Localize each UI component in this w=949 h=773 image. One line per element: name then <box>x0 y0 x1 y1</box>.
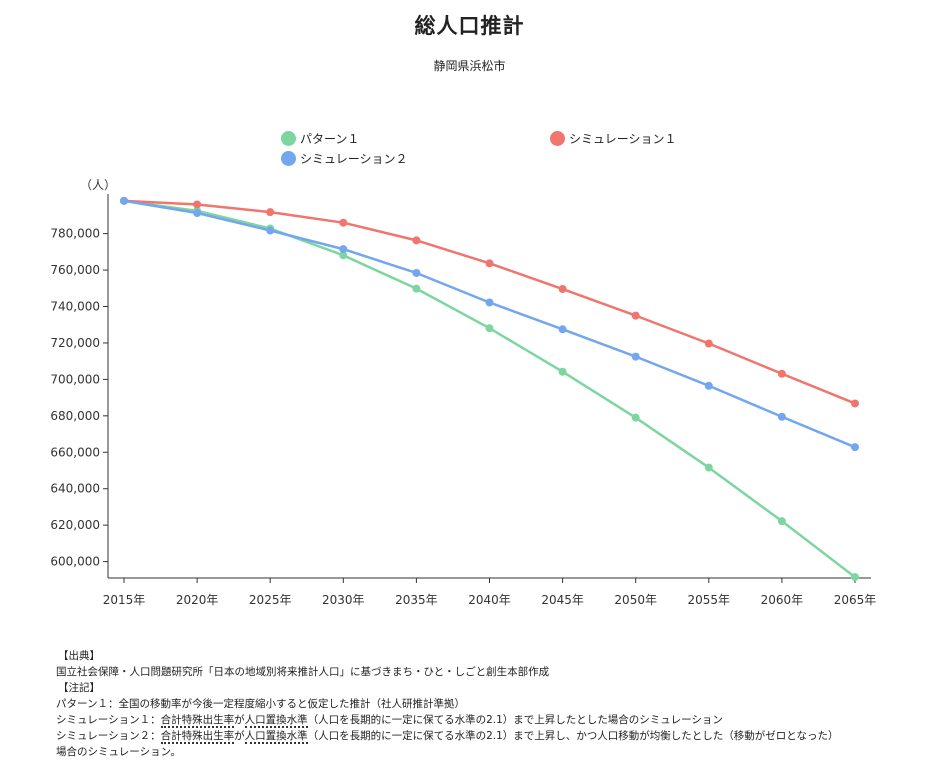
data-point-series1 <box>704 463 713 472</box>
data-point-series1 <box>777 517 786 526</box>
source-text: 国立社会保障・人口問題研究所「日本の地域別将来推計人口」に基づきまち・ひと・しご… <box>56 666 550 678</box>
data-point-series3 <box>120 196 128 205</box>
chart-subtitle: 静岡県浜松市 <box>433 59 506 73</box>
data-point-series1 <box>485 324 494 333</box>
note-sim2-cont: 場合のシミュレーション。 <box>56 746 181 758</box>
data-point-series3 <box>193 209 202 218</box>
data-point-series3 <box>339 245 348 254</box>
chart-title: 総人口推計 <box>414 14 525 38</box>
data-point-series2 <box>485 259 494 268</box>
source-heading: 【出典】 <box>58 650 100 662</box>
y-axis-label: （人） <box>80 178 116 192</box>
data-point-series1 <box>339 251 348 260</box>
x-tick-label: 2055年 <box>688 593 731 607</box>
legend-marker-pattern1 <box>281 130 296 146</box>
y-tick-label: 660,000 <box>50 445 100 459</box>
note-sim2-suffix: （人口を長期的に一定に保てる水準の2.1）まで上昇し、かつ人口移動が均衡したとし… <box>307 730 839 742</box>
data-point-series3 <box>412 268 421 277</box>
legend-label-sim2: シミュレーション２ <box>300 151 408 166</box>
y-tick-label: 620,000 <box>50 518 100 532</box>
legend-item-pattern1[interactable]: パターン１ <box>281 129 359 147</box>
data-point-series2 <box>704 339 713 348</box>
x-tick-label: 2030年 <box>322 593 365 607</box>
data-point-series3 <box>266 226 275 235</box>
data-point-series2 <box>777 369 786 378</box>
y-tick-label: 740,000 <box>50 300 100 314</box>
data-point-series3 <box>777 412 786 421</box>
note-sim2: シミュレーション２：合計特殊出生率が人口置換水準（人口を長期的に一定に保てる水準… <box>56 728 936 744</box>
data-point-series1 <box>412 284 421 293</box>
data-point-series3 <box>631 352 640 361</box>
x-tick-label: 2050年 <box>614 593 657 607</box>
note-pattern1: パターン１：全国の移動率が今後一定程度縮小すると仮定した推計（社人研推計準拠） <box>56 698 465 710</box>
data-point-series3 <box>558 325 567 334</box>
data-point-series3 <box>851 443 859 452</box>
data-point-series2 <box>266 208 275 217</box>
x-tick-label: 2015年 <box>103 593 146 607</box>
legend-label-pattern1: パターン１ <box>300 131 360 146</box>
note-sim1: シミュレーション１：合計特殊出生率が人口置換水準（人口を長期的に一定に保てる水準… <box>56 712 936 728</box>
x-tick-label: 2040年 <box>468 593 511 607</box>
x-tick-label: 2020年 <box>176 593 219 607</box>
x-tick-label: 2025年 <box>249 593 292 607</box>
legend-label-sim1: シミュレーション１ <box>569 131 677 146</box>
y-tick-label: 780,000 <box>50 227 100 241</box>
notes-section: 【出典】 国立社会保障・人口問題研究所「日本の地域別将来推計人口」に基づきまち・… <box>56 648 936 760</box>
data-point-series2 <box>193 200 202 209</box>
data-point-series3 <box>704 381 713 390</box>
note-sim1-suffix: （人口を長期的に一定に保てる水準の2.1）まで上昇したとした場合のシミュレーショ… <box>307 714 723 726</box>
note-sim2-mid: が <box>234 730 245 742</box>
y-tick-label: 600,000 <box>50 555 100 569</box>
note-sim1-prefix: シミュレーション１： <box>56 714 161 726</box>
data-point-series2 <box>851 399 859 408</box>
data-point-series1 <box>851 573 859 582</box>
term-replacement-level[interactable]: 人口置換水準 <box>244 730 308 744</box>
notes-heading: 【注記】 <box>58 682 100 694</box>
x-tick-label: 2065年 <box>834 593 877 607</box>
data-point-series3 <box>485 298 494 307</box>
x-tick-label: 2045年 <box>541 593 584 607</box>
legend-marker-sim2 <box>281 150 296 166</box>
line-chart: （人） 600,000 620,000 640,000 660,000 680,000 70… <box>50 178 877 607</box>
data-point-series2 <box>339 218 348 227</box>
data-point-series2 <box>412 236 421 245</box>
y-tick-label: 720,000 <box>50 336 100 350</box>
note-sim1-mid: が <box>234 714 245 726</box>
data-point-series1 <box>631 413 640 422</box>
legend-marker-sim1 <box>550 130 565 146</box>
series-line-1 <box>123 199 856 579</box>
term-fertility-rate[interactable]: 合計特殊出生率 <box>160 714 235 728</box>
x-tick-label: 2060年 <box>761 593 804 607</box>
y-tick-label: 760,000 <box>50 263 100 277</box>
series-line-3 <box>123 199 856 449</box>
y-tick-label: 640,000 <box>50 482 100 496</box>
legend-item-sim1[interactable]: シミュレーション１ <box>550 129 677 147</box>
legend-item-sim2[interactable]: シミュレーション２ <box>281 149 408 167</box>
term-replacement-level[interactable]: 人口置換水準 <box>244 714 308 728</box>
y-tick-label: 700,000 <box>50 372 100 386</box>
term-fertility-rate[interactable]: 合計特殊出生率 <box>160 730 235 744</box>
data-point-series2 <box>631 311 640 320</box>
data-point-series1 <box>558 367 567 376</box>
note-sim2-prefix: シミュレーション２： <box>56 730 161 742</box>
y-tick-label: 680,000 <box>50 409 100 423</box>
data-point-series2 <box>558 285 567 294</box>
x-tick-label: 2035年 <box>395 593 438 607</box>
